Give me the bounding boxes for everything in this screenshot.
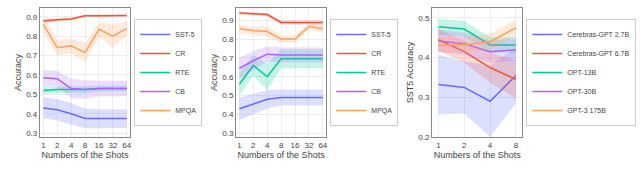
svg-text:8: 8 — [83, 141, 88, 150]
svg-text:1: 1 — [237, 141, 242, 150]
svg-text:MPQA: MPQA — [175, 107, 196, 115]
svg-text:RTE: RTE — [371, 69, 385, 76]
svg-text:0.3: 0.3 — [26, 129, 38, 138]
svg-text:0.5: 0.5 — [418, 14, 430, 23]
svg-text:2: 2 — [55, 141, 60, 150]
svg-text:Numbers of the Shots: Numbers of the Shots — [434, 150, 522, 160]
svg-text:0.5: 0.5 — [222, 91, 234, 100]
svg-text:0.6: 0.6 — [222, 73, 234, 82]
svg-text:0.7: 0.7 — [222, 54, 234, 63]
svg-text:1: 1 — [436, 141, 441, 150]
svg-text:SST-5: SST-5 — [371, 31, 391, 38]
svg-text:CB: CB — [371, 88, 381, 95]
svg-text:64: 64 — [318, 141, 327, 150]
svg-text:CR: CR — [175, 50, 185, 57]
svg-text:Numbers of the Shots: Numbers of the Shots — [42, 150, 130, 160]
svg-text:16: 16 — [95, 141, 104, 150]
svg-text:MPQA: MPQA — [371, 107, 392, 115]
svg-text:0.7: 0.7 — [26, 51, 38, 60]
svg-text:4: 4 — [265, 141, 270, 150]
svg-text:2: 2 — [251, 141, 256, 150]
svg-text:1: 1 — [41, 141, 46, 150]
svg-text:8: 8 — [279, 141, 284, 150]
svg-text:32: 32 — [304, 141, 313, 150]
svg-text:0.4: 0.4 — [26, 110, 38, 119]
svg-text:0.2: 0.2 — [418, 133, 430, 142]
svg-text:0.3: 0.3 — [222, 129, 234, 138]
svg-text:OPT-30B: OPT-30B — [567, 88, 596, 95]
svg-text:32: 32 — [108, 141, 117, 150]
svg-text:0.9: 0.9 — [26, 13, 38, 22]
svg-text:0.9: 0.9 — [222, 16, 234, 25]
svg-text:4: 4 — [488, 141, 493, 150]
svg-text:0.3: 0.3 — [418, 93, 430, 102]
svg-text:Accuracy: Accuracy — [13, 53, 23, 91]
svg-text:0.6: 0.6 — [26, 71, 38, 80]
svg-text:4: 4 — [69, 141, 74, 150]
svg-text:Cerebras-GPT 6.7B: Cerebras-GPT 6.7B — [567, 50, 629, 57]
svg-text:SST5 Accuracy: SST5 Accuracy — [405, 41, 415, 103]
svg-text:0.5: 0.5 — [26, 90, 38, 99]
svg-text:CR: CR — [371, 50, 381, 57]
svg-text:8: 8 — [514, 141, 519, 150]
svg-text:Accuracy: Accuracy — [209, 53, 219, 91]
svg-text:Numbers of the Shots: Numbers of the Shots — [238, 150, 326, 160]
svg-text:64: 64 — [122, 141, 131, 150]
svg-text:0.8: 0.8 — [222, 35, 234, 44]
svg-text:GPT-3 175B: GPT-3 175B — [567, 107, 606, 114]
svg-text:SST-5: SST-5 — [175, 31, 195, 38]
svg-text:Cerebras-GPT 2.7B: Cerebras-GPT 2.7B — [567, 31, 629, 38]
svg-text:OPT-13B: OPT-13B — [567, 69, 596, 76]
svg-text:0.4: 0.4 — [222, 110, 234, 119]
svg-text:2: 2 — [462, 141, 467, 150]
svg-text:0.8: 0.8 — [26, 32, 38, 41]
svg-text:16: 16 — [291, 141, 300, 150]
svg-text:0.4: 0.4 — [418, 53, 430, 62]
svg-text:RTE: RTE — [175, 69, 189, 76]
svg-text:CB: CB — [175, 88, 185, 95]
